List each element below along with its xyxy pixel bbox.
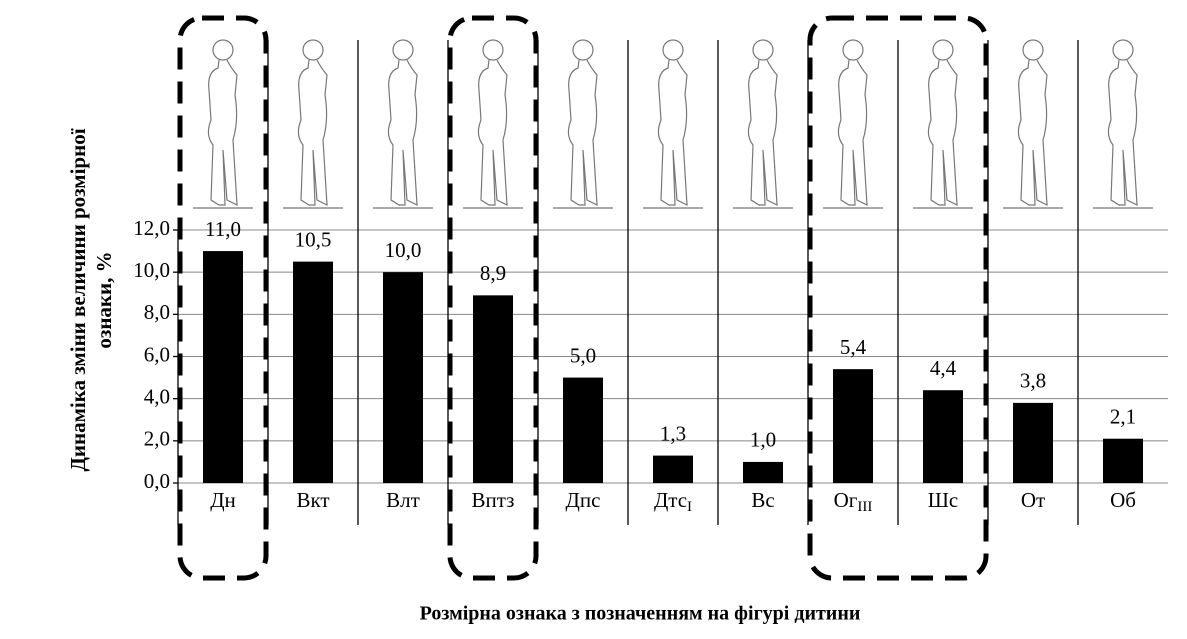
figure-illustration: [913, 40, 973, 208]
bar: [383, 272, 423, 483]
figure-head: [303, 40, 323, 60]
bar: [923, 390, 963, 483]
value-label: 10,0: [385, 238, 422, 262]
bar: [653, 456, 693, 483]
category-name: Шс: [928, 488, 959, 512]
category-name: Вкт: [296, 488, 329, 512]
figure-body: [388, 60, 417, 205]
figure-head: [483, 40, 503, 60]
category-name: Дн: [210, 488, 236, 512]
figure-illustration: [1093, 40, 1153, 208]
y-axis-title-line: Динаміка зміни величини розмірної: [66, 128, 90, 471]
figure-head: [753, 40, 773, 60]
x-tick-label: Вптз: [472, 488, 515, 512]
value-label: 10,5: [295, 227, 332, 251]
chart: Динаміка зміни величини розмірної ознаки…: [0, 0, 1187, 639]
category-subscript: III: [857, 499, 872, 515]
figure-body: [928, 60, 957, 205]
figure-illustration: [553, 40, 613, 208]
y-tick-label: 10,0: [133, 258, 170, 282]
bar: [473, 295, 513, 483]
category-name: Ог: [834, 488, 858, 512]
figure-body: [748, 60, 777, 205]
category-name: Влт: [386, 488, 420, 512]
category-name: Вс: [751, 488, 774, 512]
bar: [833, 369, 873, 483]
y-tick-label: 4,0: [144, 384, 170, 408]
figure-illustration: [733, 40, 793, 208]
figure-head: [213, 40, 233, 60]
figure-head: [663, 40, 683, 60]
x-tick-label: Об: [1110, 488, 1136, 512]
figure-body: [298, 60, 327, 205]
x-tick-label: Вс: [751, 488, 774, 512]
y-axis-title-line: ознаки, %: [92, 251, 116, 348]
value-label: 8,9: [480, 261, 506, 285]
value-label: 1,3: [660, 421, 686, 445]
figure-body: [208, 60, 237, 205]
figure-illustration: [823, 40, 883, 208]
bar: [203, 251, 243, 483]
figure-head: [843, 40, 863, 60]
x-tick-label: Шс: [928, 488, 959, 512]
bar: [1013, 403, 1053, 483]
figure-body: [1108, 60, 1137, 205]
bar: [1103, 439, 1143, 483]
figure-illustration: [283, 40, 343, 208]
value-label: 5,4: [840, 335, 867, 359]
x-tick-label: ДтсI: [654, 488, 692, 516]
bar: [563, 378, 603, 483]
figure-body: [568, 60, 597, 205]
figure-illustration: [463, 40, 523, 208]
value-label: 11,0: [205, 217, 241, 241]
value-label: 3,8: [1020, 369, 1046, 393]
figure-body: [658, 60, 687, 205]
figure-illustration: [1003, 40, 1063, 208]
value-label: 1,0: [750, 428, 776, 452]
x-tick-label: Влт: [386, 488, 420, 512]
figure-illustration: [643, 40, 703, 208]
figure-head: [1023, 40, 1043, 60]
category-name: Вптз: [472, 488, 515, 512]
x-axis-title: Розмірна ознака з позначенням на фігурі …: [420, 603, 861, 625]
figure-body: [478, 60, 507, 205]
category-subscript: I: [687, 499, 692, 515]
y-tick-label: 0,0: [144, 469, 170, 493]
figure-body: [1018, 60, 1047, 205]
page: {"chart_data": {"type": "bar", "categori…: [0, 0, 1187, 639]
figure-head: [573, 40, 593, 60]
value-label: 2,1: [1110, 405, 1136, 429]
x-tick-label: ОгIII: [834, 488, 873, 516]
category-name: Об: [1110, 488, 1136, 512]
value-label: 4,4: [930, 356, 957, 380]
figure-head: [1113, 40, 1133, 60]
y-tick-label: 2,0: [144, 427, 170, 451]
x-tick-label: Дпс: [566, 488, 601, 512]
category-name: Дпс: [566, 488, 601, 512]
figure-head: [393, 40, 413, 60]
y-tick-label: 8,0: [144, 300, 170, 324]
x-tick-label: Дн: [210, 488, 236, 512]
y-tick-label: 6,0: [144, 342, 170, 366]
figure-illustration: [373, 40, 433, 208]
bar: [743, 462, 783, 483]
figure-body: [838, 60, 867, 205]
figure-head: [933, 40, 953, 60]
category-name: От: [1021, 488, 1045, 512]
bar: [293, 262, 333, 483]
x-tick-label: Вкт: [296, 488, 329, 512]
category-name: Дтс: [654, 488, 687, 512]
y-tick-label: 12,0: [133, 216, 170, 240]
x-tick-label: От: [1021, 488, 1045, 512]
y-axis-title: Динаміка зміни величини розмірної ознаки…: [66, 128, 116, 471]
figure-illustration: [193, 40, 253, 208]
value-label: 5,0: [570, 343, 596, 367]
